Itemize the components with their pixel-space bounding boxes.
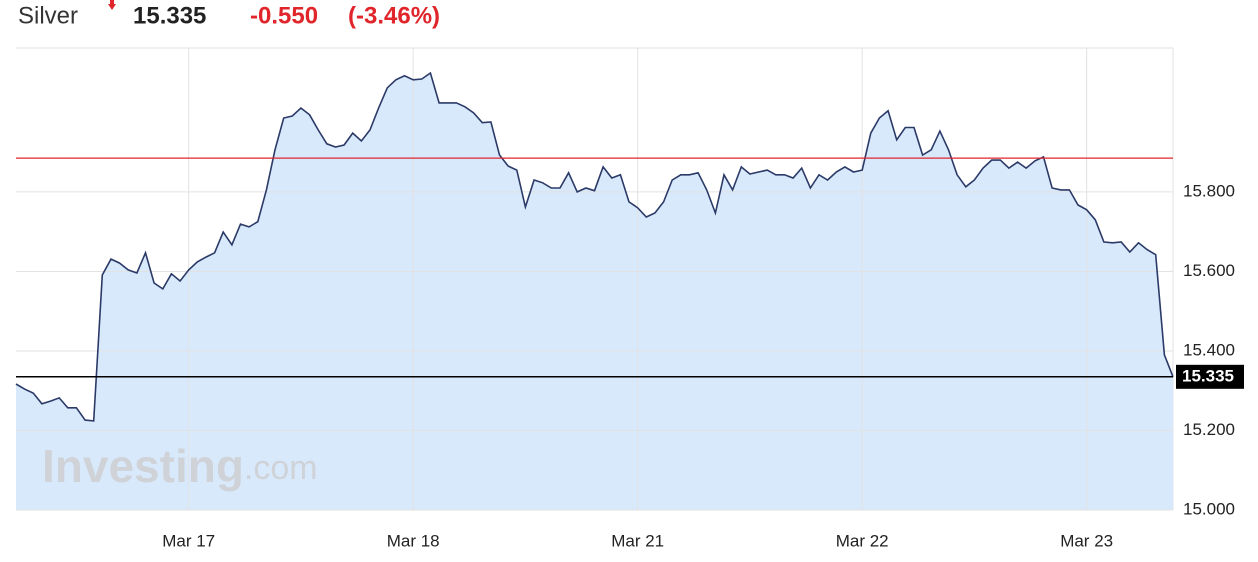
area-fill [16, 73, 1173, 510]
y-tick-label: 15.800 [1183, 181, 1235, 200]
change: -0.550 [250, 2, 318, 29]
price-line [15, 71, 1174, 422]
y-tick-label: 15.600 [1183, 261, 1235, 280]
watermark-suffix: .com [244, 449, 318, 487]
x-tick-label: Mar 21 [611, 531, 664, 550]
watermark: Investing.com [42, 440, 318, 492]
change-percent: (-3.46%) [348, 2, 440, 29]
y-tick-label: 15.200 [1183, 420, 1235, 439]
watermark-brand: Investing [42, 440, 244, 492]
x-tick-label: Mar 17 [162, 531, 215, 550]
x-tick-label: Mar 23 [1060, 531, 1113, 550]
reference-label: 15.335 [1182, 366, 1234, 385]
y-tick-label: 15.400 [1183, 340, 1235, 359]
x-tick-label: Mar 18 [387, 531, 440, 550]
x-tick-label: Mar 22 [836, 531, 889, 550]
reference-label-box [1176, 364, 1244, 389]
instrument-name: Silver [18, 2, 78, 29]
y-tick-label: 15.000 [1183, 499, 1235, 518]
price: 15.335 [133, 2, 206, 29]
down-arrow-icon [108, 0, 116, 10]
